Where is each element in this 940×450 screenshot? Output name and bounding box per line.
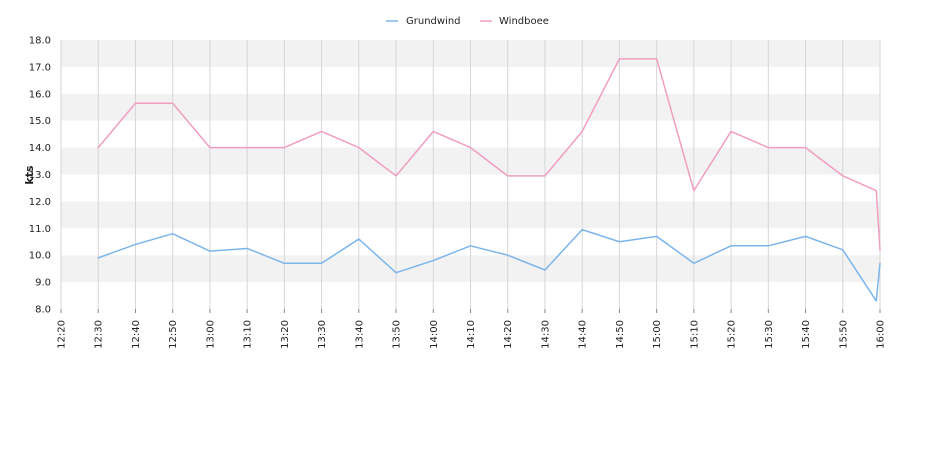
y-tick-label: 12.0 [29, 197, 51, 208]
series-line-windboee [97, 58, 881, 251]
x-tick-label: 12:30 [94, 320, 105, 349]
x-tick-label: 13:30 [317, 320, 328, 349]
x-tick-label: 13:00 [205, 320, 216, 349]
y-tick-label: 15.0 [29, 116, 51, 127]
y-axis-label: kts [23, 165, 36, 185]
y-axis-ticks: 8.0 9.0 10.0 11.0 12.0 13.0 14.0 15.0 16.0 17.0 18… [29, 36, 51, 316]
series-layer [97, 58, 881, 302]
vertical-gridlines [60, 40, 881, 309]
x-tick-label: 14:30 [540, 320, 551, 349]
x-tick-label: 13:10 [243, 320, 254, 349]
x-tick-label: 13:20 [280, 320, 291, 349]
y-tick-label: 8.0 [35, 305, 51, 316]
y-tick-label: 17.0 [29, 62, 51, 73]
x-tick-label: 15:00 [652, 320, 663, 349]
x-tick-label: 13:50 [392, 320, 403, 349]
y-tick-label: 16.0 [29, 89, 51, 100]
x-tick-label: 12:50 [168, 320, 179, 349]
legend-item-windboee[interactable]: Windboee [480, 16, 549, 27]
series-line-grundwind [97, 228, 881, 302]
x-tick-label: 14:00 [429, 320, 440, 349]
y-tick-label: 9.0 [35, 278, 51, 289]
y-tick-label: 18.0 [29, 36, 51, 47]
x-tick-label: 15:20 [727, 320, 738, 349]
legend: Grundwind Windboee [386, 16, 549, 27]
x-tick-label: 15:30 [764, 320, 775, 349]
x-tick-label: 14:20 [503, 320, 514, 349]
x-tick-label: 15:50 [838, 320, 849, 349]
x-tick-label: 13:40 [354, 320, 365, 349]
x-tick-label: 14:40 [578, 320, 589, 349]
x-axis-ticks: 12:20 12:30 12:40 12:50 13:00 13:10 13:20 13:30… [57, 309, 887, 349]
y-tick-label: 10.0 [29, 251, 51, 262]
x-tick-label: 12:40 [131, 320, 142, 349]
x-tick-label: 16:00 [876, 320, 887, 349]
legend-item-grundwind[interactable]: Grundwind [386, 16, 461, 27]
x-tick-label: 15:40 [801, 320, 812, 349]
y-tick-label: 11.0 [29, 224, 51, 235]
x-tick-label: 14:50 [615, 320, 626, 349]
legend-label-grundwind: Grundwind [406, 16, 461, 27]
x-tick-label: 12:20 [57, 320, 68, 349]
y-tick-label: 13.0 [29, 170, 51, 181]
x-tick-label: 15:10 [689, 320, 700, 349]
x-tick-label: 14:10 [466, 320, 477, 349]
legend-label-windboee: Windboee [499, 16, 549, 27]
y-tick-label: 14.0 [29, 143, 51, 154]
